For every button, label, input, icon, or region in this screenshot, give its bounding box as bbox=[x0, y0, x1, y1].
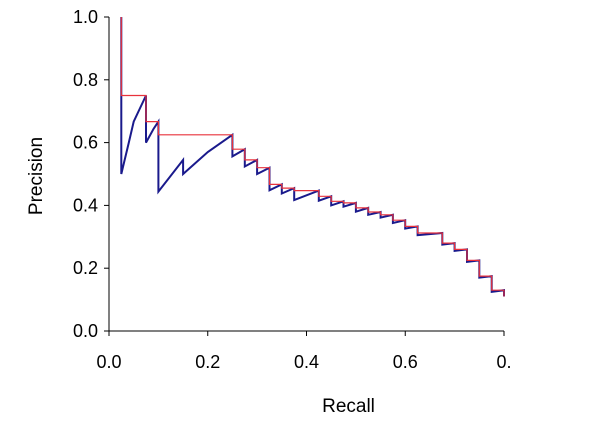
y-ticks: 0.0 0.2 0.4 0.6 0.8 1.0 bbox=[73, 7, 109, 341]
y-axis-title: Precision bbox=[26, 137, 47, 215]
x-tick-label: 0.4 bbox=[294, 352, 319, 372]
x-tick-label: 0.6 bbox=[393, 352, 418, 372]
axes bbox=[108, 17, 504, 332]
y-tick-label: 0.6 bbox=[73, 133, 98, 153]
interpolated-precision-line bbox=[120, 17, 505, 297]
plot-series bbox=[120, 17, 505, 297]
y-tick-label: 0.2 bbox=[73, 258, 98, 278]
x-tick-label: 0.0 bbox=[96, 352, 121, 372]
x-tick-label: 0.2 bbox=[195, 352, 220, 372]
y-tick-label: 0.8 bbox=[73, 70, 98, 90]
precision-curve-line bbox=[120, 17, 505, 297]
y-tick-label: 1.0 bbox=[73, 7, 98, 27]
x-tick-label: 0. bbox=[496, 352, 511, 372]
x-ticks: 0.0 0.2 0.4 0.6 0. bbox=[96, 331, 512, 372]
y-tick-label: 0.4 bbox=[73, 195, 98, 215]
x-axis-title: Recall bbox=[322, 396, 375, 417]
y-tick-label: 0.0 bbox=[73, 321, 98, 341]
